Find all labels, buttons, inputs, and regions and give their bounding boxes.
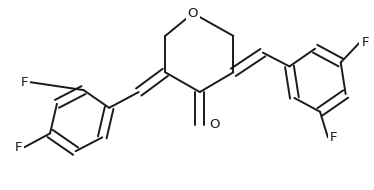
Text: F: F — [21, 76, 28, 89]
Text: F: F — [361, 36, 369, 49]
Text: F: F — [330, 131, 337, 144]
Text: F: F — [15, 141, 22, 154]
Text: O: O — [210, 118, 220, 131]
Text: O: O — [188, 7, 198, 20]
